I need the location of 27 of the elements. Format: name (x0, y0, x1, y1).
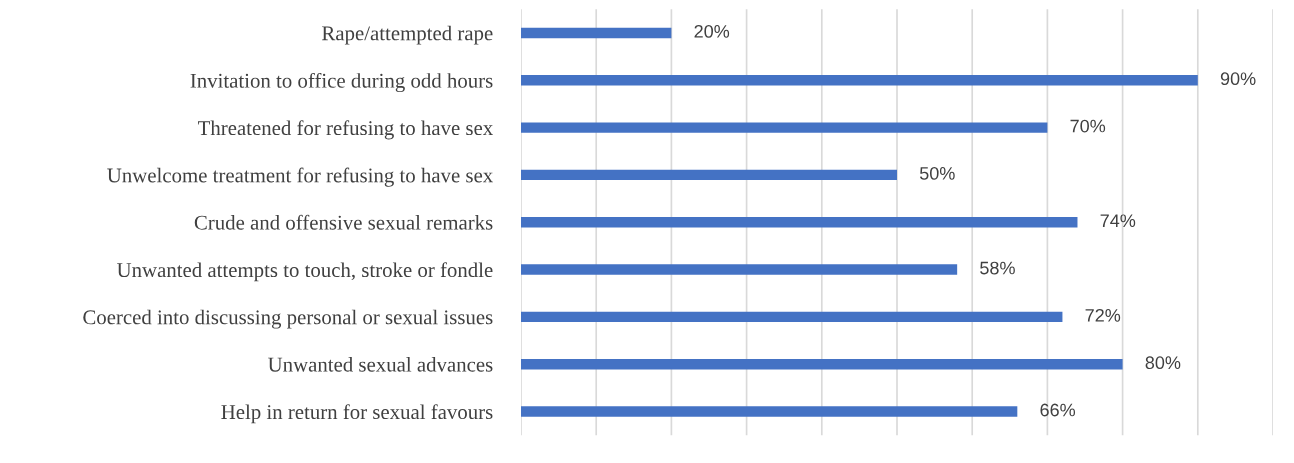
bar (521, 217, 1078, 228)
data-label: 74% (1100, 214, 1136, 228)
y-tick-label: Coerced into discussing personal or sexual issues (83, 309, 493, 329)
bar (521, 406, 1018, 417)
bar (521, 359, 1123, 370)
data-label: 70% (1070, 119, 1106, 133)
y-tick-label: Invitation to office during odd hours (190, 72, 493, 93)
data-label: 20% (694, 24, 730, 38)
bar (521, 27, 672, 39)
data-label: 58% (980, 261, 1015, 275)
y-tick-label: Help in return for sexual favours (221, 404, 493, 424)
data-label: 72% (1085, 308, 1121, 322)
data-label: 80% (1145, 356, 1181, 370)
y-tick-label: Unwanted sexual advances (268, 357, 493, 372)
y-tick-label: Unwelcome treatment for refusing to have sex (107, 167, 493, 187)
data-label: 66% (1040, 403, 1076, 417)
y-tick-label: Unwanted attempts to touch, stroke or fondle (117, 262, 493, 282)
y-tick-label: Crude and offensive sexual remarks (194, 214, 493, 230)
bar (521, 122, 1048, 133)
y-tick-label: Rape/attempted rape (322, 25, 493, 45)
bar (521, 264, 958, 275)
data-label: 90% (1220, 72, 1256, 86)
bar (521, 311, 1063, 323)
data-label: 50% (919, 166, 955, 180)
y-tick-label: Threatened for refusing to have sex (198, 120, 493, 140)
bar (521, 75, 1198, 86)
bar (521, 169, 897, 181)
